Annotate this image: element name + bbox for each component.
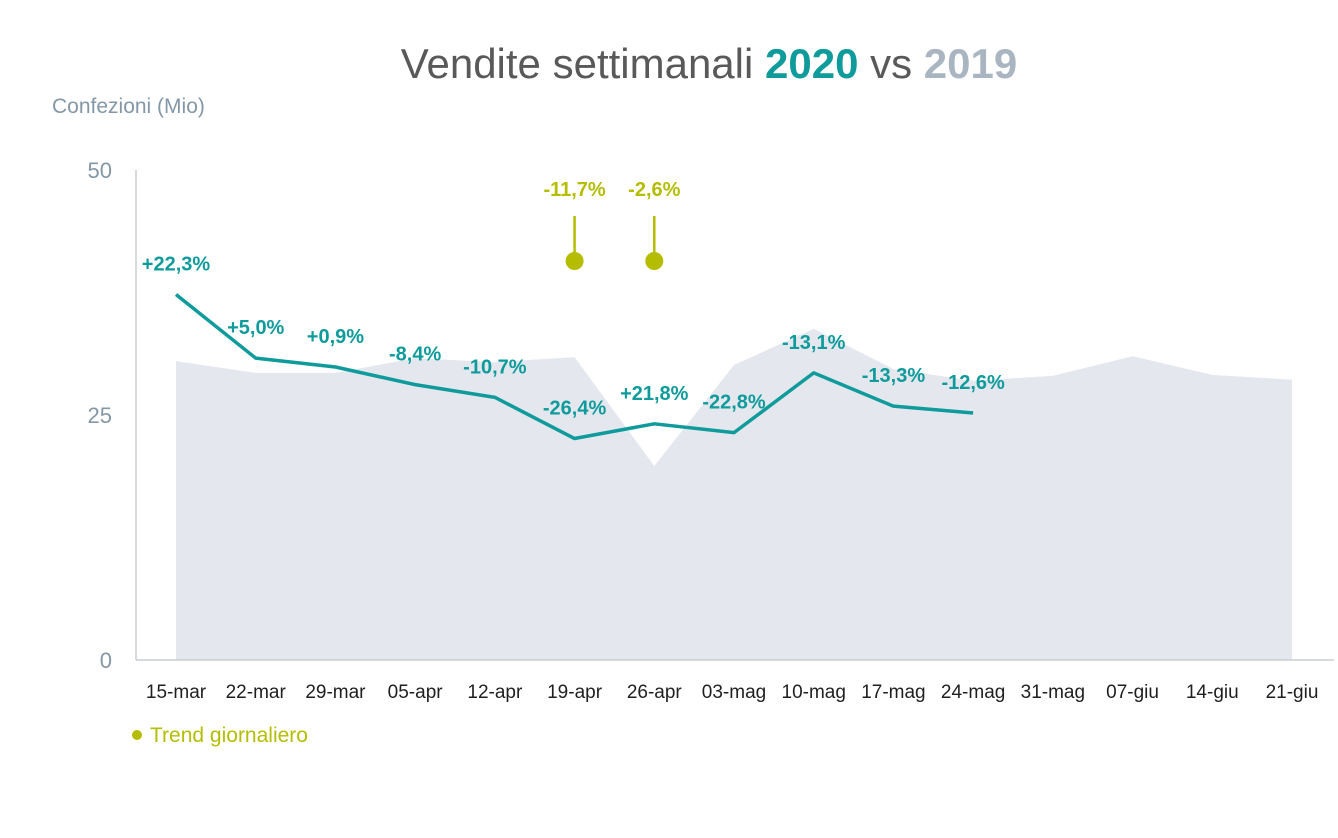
title-prefix: Vendite settimanali (401, 40, 765, 87)
data-label-2020: +0,9% (307, 326, 364, 348)
title-year-2020: 2020 (765, 40, 858, 87)
title-middle: vs (858, 40, 923, 87)
title-year-2019: 2019 (924, 40, 1017, 87)
trend-marker-label: -2,6% (628, 179, 680, 201)
data-label-2020: -13,1% (782, 332, 846, 354)
x-tick-label: 12-apr (467, 682, 523, 703)
data-label-2020: -13,3% (862, 365, 926, 387)
trend-marker-label: -11,7% (543, 179, 605, 201)
data-label-2020: -12,6% (941, 372, 1005, 394)
legend: Trend giornaliero (132, 724, 308, 747)
y-axis-label: Confezioni (Mio) (52, 95, 205, 118)
data-label-2020: -10,7% (463, 356, 527, 378)
x-axis-ticks: 15-mar 22-mar 29-mar 05-apr 12-apr 19-apr 26-a… (146, 682, 1319, 703)
data-label-2020: -26,4% (543, 398, 607, 420)
x-tick-label: 07-giu (1106, 682, 1159, 703)
x-tick-label: 14-giu (1186, 682, 1239, 703)
x-tick-label: 21-giu (1266, 682, 1319, 703)
legend-label: Trend giornaliero (150, 724, 308, 747)
x-tick-label: 22-mar (226, 682, 287, 703)
trend-markers: -11,7% -2,6% (543, 179, 681, 270)
series-2020-line-group (174, 293, 974, 441)
y-tick-label: 25 (88, 403, 112, 428)
x-tick-label: 03-mag (702, 682, 766, 703)
data-labels: +22,3%+5,0% +0,9%-8,4%-10,7%-26,4%+21,8% -… (142, 253, 1005, 419)
series-2019-area-group (176, 328, 1292, 660)
x-tick-label: 24-mag (941, 682, 1005, 703)
trend-marker-dot (565, 252, 584, 270)
chart-title: Vendite settimanali 2020 vs 2019 (401, 40, 1017, 87)
x-tick-label: 15-mar (146, 682, 207, 703)
x-tick-label: 31-mag (1021, 682, 1085, 703)
x-tick-label: 17-mag (861, 682, 925, 703)
data-label-2020: -22,8% (702, 392, 766, 414)
y-axis-ticks: 0 25 50 (88, 158, 112, 673)
x-tick-label: 26-apr (627, 682, 683, 703)
x-tick-label: 10-mag (782, 682, 846, 703)
series-2019-area (176, 328, 1292, 660)
x-tick-label: 05-apr (388, 682, 444, 703)
x-tick-label: 19-apr (547, 682, 603, 703)
data-label-2020: +22,3% (142, 253, 211, 275)
y-tick-label: 0 (100, 648, 112, 673)
legend-dot-icon (132, 730, 142, 740)
data-label-2020: +21,8% (620, 383, 689, 405)
data-label-2020: +5,0% (227, 317, 284, 339)
y-tick-label: 50 (88, 158, 112, 183)
series-2020-line (174, 293, 974, 441)
x-tick-label: 29-mar (305, 682, 366, 703)
axes (135, 170, 1334, 661)
trend-marker-dot (645, 252, 664, 270)
data-label-2020: -8,4% (389, 344, 441, 366)
